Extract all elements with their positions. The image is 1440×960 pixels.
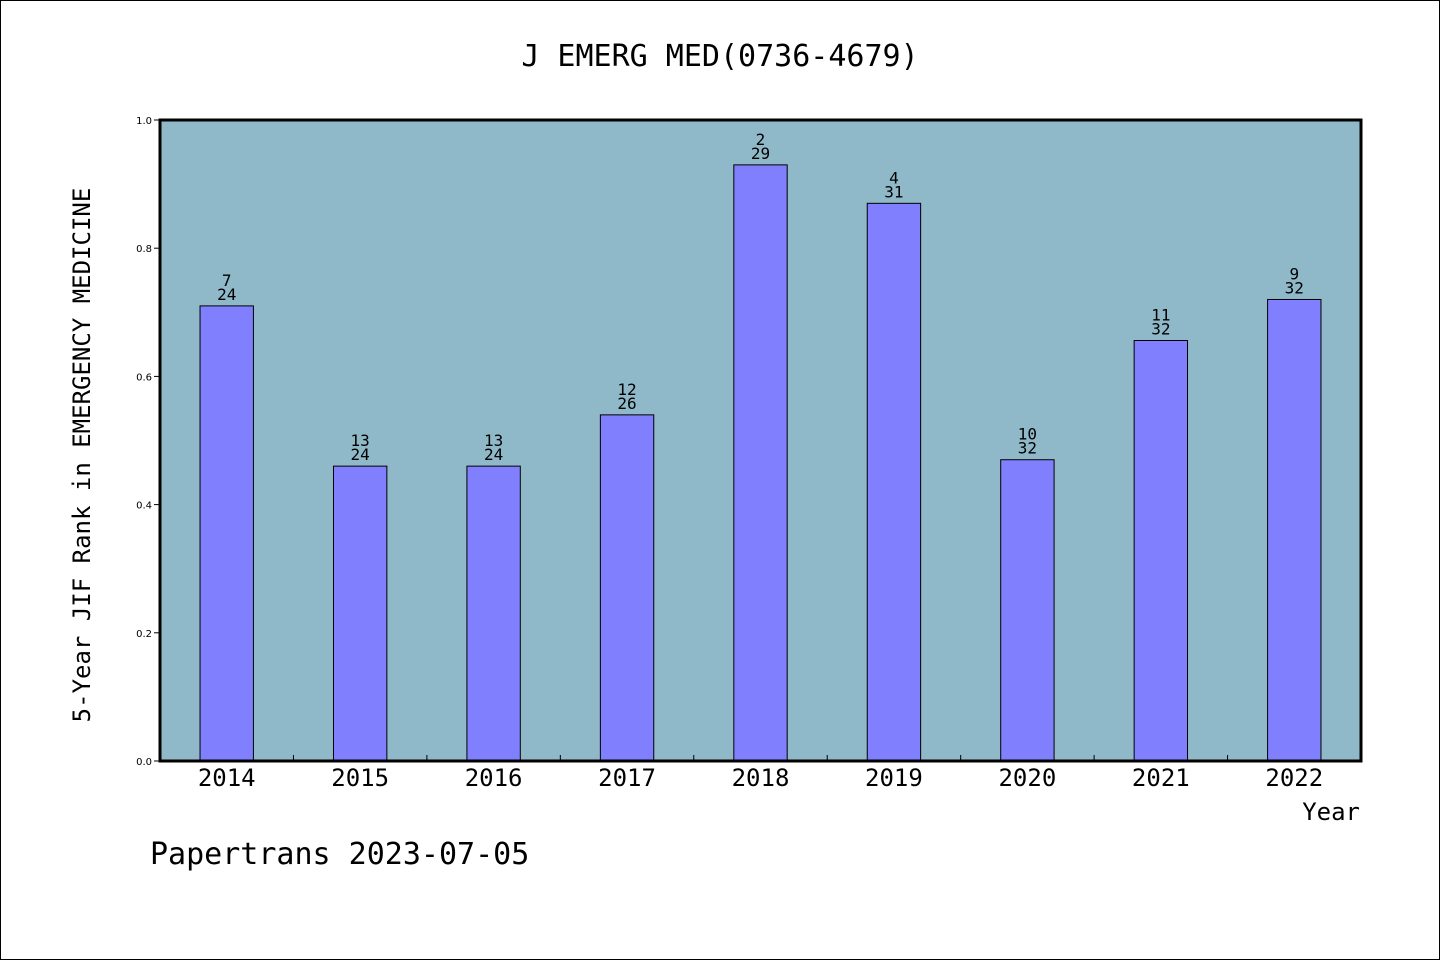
x-axis-title: Year	[1302, 798, 1360, 826]
bar-rank-label: 12	[617, 380, 636, 399]
bar-total-label: 32	[1151, 320, 1170, 339]
bar-rank-label: 7	[222, 271, 232, 290]
chart-title: J EMERG MED(0736-4679)	[521, 39, 918, 74]
y-tick-label: 0.6	[136, 372, 152, 383]
bar-rank-label: 13	[484, 431, 503, 450]
x-tick-label: 2016	[465, 764, 523, 792]
bar-total-label: 24	[484, 445, 503, 464]
y-tick-label: 0.2	[136, 629, 152, 640]
watermark-text: Papertrans 2023-07-05	[150, 837, 529, 872]
y-axis: 0.0 0.2 0.4 0.6 0.8 1.0	[136, 116, 160, 768]
bar-total-label: 29	[751, 144, 770, 163]
y-tick-label: 1.0	[136, 116, 152, 127]
bar-rank-label: 11	[1151, 306, 1170, 325]
bar-rank-label: 4	[889, 168, 899, 187]
x-tick-label: 2021	[1132, 764, 1190, 792]
y-axis-title: 5-Year JIF Rank in EMERGENCY MEDICINE	[68, 188, 96, 723]
x-tick-label: 2019	[865, 764, 923, 792]
bar-rank-label: 10	[1018, 425, 1037, 444]
bar-total-label: 26	[617, 394, 636, 413]
y-tick-label: 0.8	[136, 244, 152, 255]
x-tick-label: 2014	[198, 764, 256, 792]
plot-border	[158, 118, 1363, 763]
bar-total-label: 24	[351, 445, 370, 464]
x-tick-label: 2020	[998, 764, 1056, 792]
x-axis: 2014 2015 2016 2017 2018 2019 2020 2021 2022	[198, 755, 1323, 792]
x-tick-label: 2015	[331, 764, 389, 792]
x-tick-label: 2022	[1265, 764, 1323, 792]
bar	[599, 414, 655, 762]
x-tick-label: 2017	[598, 764, 656, 792]
bar	[332, 465, 388, 762]
x-tick-label: 2018	[732, 764, 790, 792]
bar	[733, 164, 788, 762]
bar	[1000, 459, 1055, 762]
bar-total-label: 24	[217, 285, 236, 304]
bar-rank-label: 13	[351, 431, 370, 450]
bar-total-label: 32	[1018, 439, 1037, 458]
bar-rank-label: 9	[1289, 264, 1299, 283]
bar	[1267, 298, 1322, 762]
bar	[1133, 340, 1189, 762]
bar	[866, 202, 922, 762]
bar-rank-label: 2	[756, 130, 766, 149]
bar-total-label: 32	[1285, 278, 1304, 297]
y-tick-label: 0.0	[136, 757, 152, 768]
bar	[466, 465, 521, 762]
bar-total-label: 31	[884, 182, 903, 201]
bar	[199, 305, 254, 762]
y-tick-label: 0.4	[136, 501, 152, 512]
